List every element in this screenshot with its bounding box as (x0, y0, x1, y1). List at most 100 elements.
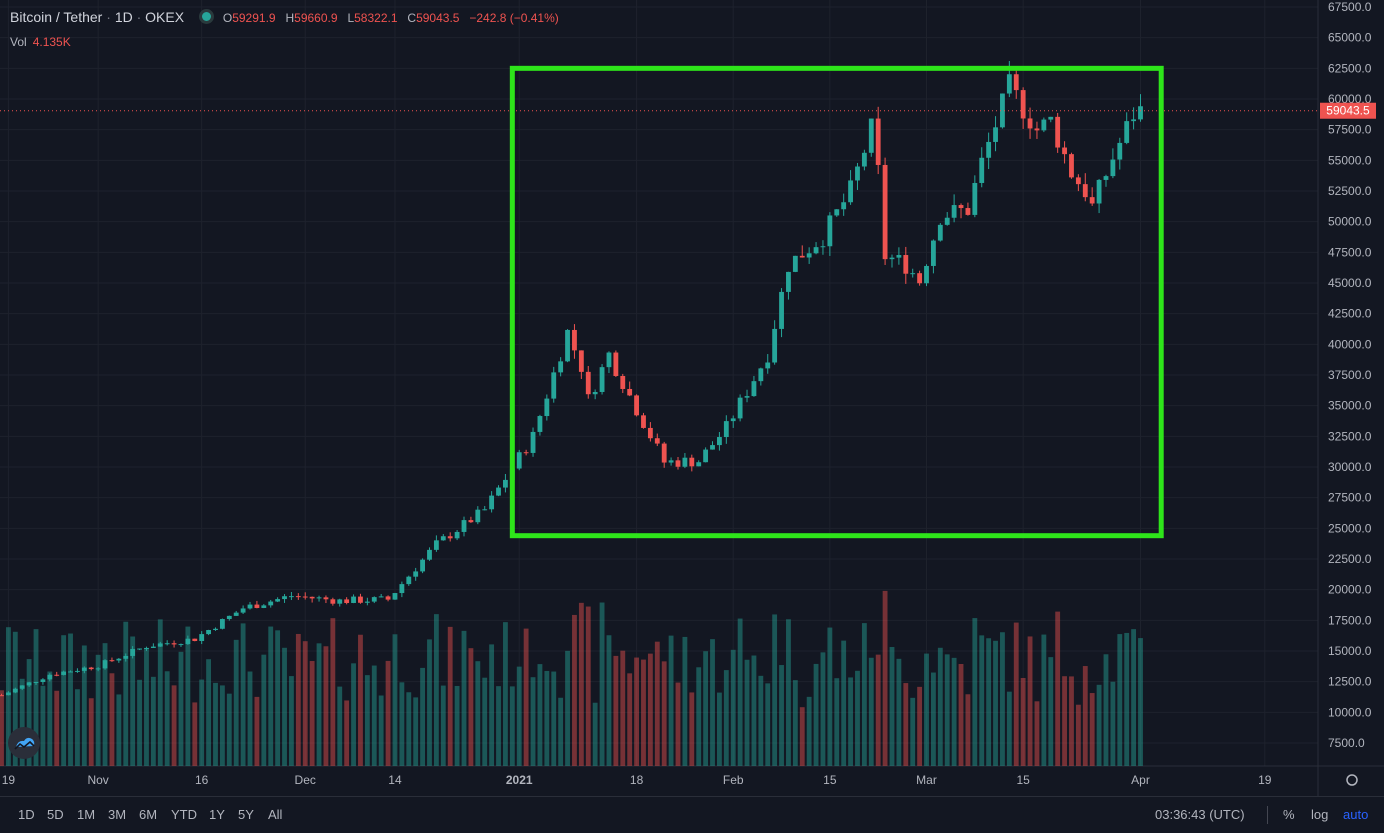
candle-body (5, 692, 11, 696)
volume-bar (1110, 681, 1116, 766)
volume-bar (26, 659, 32, 766)
candle-body (468, 520, 474, 523)
volume-bar (910, 697, 916, 766)
candle-body (496, 487, 501, 496)
volume-bar (1089, 693, 1095, 766)
volume-bar (654, 641, 660, 766)
candle-body (261, 605, 267, 608)
candle-body (606, 352, 612, 368)
settings-gear-icon[interactable] (1346, 774, 1358, 786)
volume-bar (68, 633, 73, 766)
candle-body (1055, 116, 1061, 148)
volume-bar (599, 602, 605, 766)
volume-bar (578, 602, 584, 766)
candle-body (868, 118, 874, 153)
open-value: 59291.9 (232, 11, 276, 25)
volume-bar (675, 682, 681, 766)
volume-bar (689, 692, 695, 766)
volume-bar (1048, 657, 1054, 766)
range-6m-button[interactable]: 6M (139, 807, 158, 822)
time-tick-label: Feb (723, 773, 744, 787)
candle-body (47, 674, 53, 680)
range-1y-button[interactable]: 1Y (209, 807, 225, 822)
candle-body (841, 202, 847, 210)
range-1d-button[interactable]: 1D (18, 807, 35, 822)
candle-body (12, 688, 18, 693)
candle-body (164, 643, 170, 645)
candle-body (1006, 74, 1012, 94)
volume-bar (585, 606, 591, 766)
range-all-button[interactable]: All (268, 807, 283, 822)
symbol-name[interactable]: Bitcoin / Tether (10, 9, 103, 25)
range-3m-button[interactable]: 3M (108, 807, 127, 822)
candle-body (751, 381, 757, 397)
candle-body (620, 376, 626, 389)
candle-body (730, 418, 736, 422)
candle-body (385, 596, 391, 600)
volume-bar (848, 677, 853, 766)
range-5d-button[interactable]: 5D (47, 807, 64, 822)
candle-body (378, 596, 384, 598)
volume-bar (240, 623, 246, 766)
volume-bar (530, 677, 536, 766)
volume-bar (5, 627, 11, 766)
chart-area[interactable]: 67500.0 65000.0 62500.0 60000.0 57500.0 55000… (0, 0, 1384, 796)
volume-bar (703, 651, 709, 766)
volume-bar (641, 659, 646, 766)
price-tick-label: 35000.0 (1328, 399, 1372, 413)
candle-body (848, 180, 853, 203)
candle-body (634, 395, 639, 416)
candle-body (565, 329, 570, 362)
volume-bar (427, 639, 432, 766)
candle-body (358, 596, 363, 603)
volume-bar (1062, 676, 1067, 766)
candle-body (1110, 159, 1116, 177)
candle-body (861, 152, 867, 167)
candle-body (599, 367, 605, 392)
candle-body (185, 638, 191, 645)
candle-body (806, 253, 812, 258)
candle-body (737, 397, 743, 419)
range-5y-button[interactable]: 5Y (238, 807, 254, 822)
interval-label[interactable]: 1D (114, 9, 133, 25)
percent-scale-toggle[interactable]: % (1283, 807, 1295, 822)
candle-body (19, 685, 25, 689)
volume-bar (930, 672, 936, 766)
candle-body (447, 536, 453, 539)
volume-bar (972, 618, 978, 766)
auto-scale-toggle[interactable]: auto (1343, 807, 1369, 822)
volume-bar (358, 634, 363, 766)
log-scale-toggle[interactable]: log (1311, 807, 1329, 822)
volume-bar (399, 682, 405, 766)
candle-body (544, 398, 550, 417)
candle-body (81, 667, 87, 671)
time-tick-label: Apr (1131, 773, 1150, 787)
time-tick-label: Nov (87, 773, 108, 787)
candle-body (109, 660, 115, 662)
candle-body (213, 628, 218, 631)
candle-body (572, 329, 577, 351)
volume-bar (924, 653, 929, 766)
candle-body (537, 416, 543, 432)
volume-bar (1082, 666, 1088, 766)
volume-bar (993, 640, 998, 766)
candle-body (344, 599, 350, 603)
candle-body (61, 671, 67, 675)
tradingview-logo-icon[interactable] (8, 727, 40, 759)
high-label: H (285, 11, 295, 25)
candle-body (102, 660, 108, 669)
symbol-header: Bitcoin / Tether · 1D · OKEX O59291.9 H5… (10, 9, 559, 25)
volume-bar (482, 677, 488, 766)
range-1m-button[interactable]: 1M (77, 807, 96, 822)
volume-bar (1096, 684, 1102, 766)
candle-body (765, 362, 771, 369)
range-ytd-button[interactable]: YTD (171, 807, 197, 822)
utc-clock[interactable]: 03:36:43 (UTC) (1155, 807, 1245, 822)
candle-body (689, 457, 695, 467)
volume-bar (627, 673, 633, 766)
candle-body (668, 460, 674, 463)
candle-body (792, 255, 798, 272)
candle-body (371, 597, 377, 602)
candle-body (199, 634, 205, 642)
volume-bar (316, 643, 322, 766)
